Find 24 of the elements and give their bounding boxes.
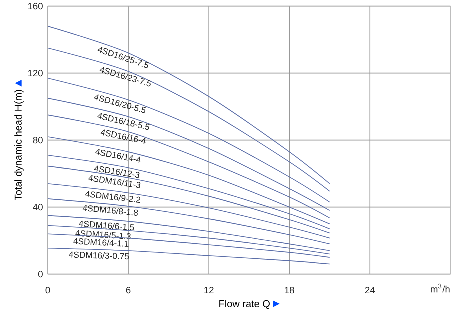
- series-label: 4SDM16/5-1.3: [76, 230, 131, 240]
- x-tick-label: 12: [204, 287, 214, 294]
- line-series: [48, 215, 330, 252]
- line-series: [48, 114, 330, 219]
- y-tick-label: 120: [28, 70, 43, 77]
- line-series: [48, 248, 330, 265]
- x-axis-title: Flow rate Q: [220, 300, 270, 310]
- y-tick-label: 40: [33, 204, 43, 211]
- x-tick-label: 18: [285, 287, 294, 294]
- line-series: [48, 48, 330, 192]
- text: 4SDM16/9-2.2: [85, 191, 141, 204]
- series-label: 4SDM16/4-1.1: [74, 238, 129, 248]
- y-tick-label: 0: [38, 271, 43, 278]
- text: 4SD16/14-4: [96, 149, 141, 163]
- y-tick-label: 80: [33, 137, 43, 144]
- x-tick-label: 0: [46, 287, 50, 294]
- series-label: 4SDM16/3-0.75: [69, 252, 130, 260]
- y-axis-title: Total dynamic head H(m): [14, 90, 24, 200]
- series-label: 4SDM16/6-1.5: [79, 220, 134, 231]
- x-tick-label: 24: [365, 287, 376, 294]
- x-tick-label: 6: [126, 287, 131, 294]
- text: m$^{3}$/h: [431, 284, 450, 293]
- text: 4SDM16/8-1.8: [82, 205, 138, 216]
- y-tick-label: 160: [28, 3, 43, 10]
